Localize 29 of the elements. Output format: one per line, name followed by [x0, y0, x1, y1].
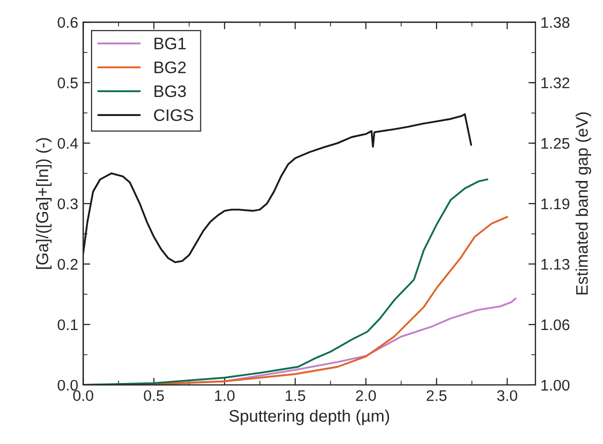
legend-label: BG2 [154, 62, 186, 74]
y-axis-title: [Ga]/([Ga]+[In]) (-) [36, 138, 52, 269]
y-tick-label: 0.1 [58, 319, 78, 330]
y2-axis-title: Estimated band gap (eV) [576, 112, 592, 294]
legend-label: BG3 [154, 85, 186, 98]
x-tick-label: 2.0 [356, 390, 376, 402]
line-series [83, 178, 488, 385]
y-tick-label: 0.5 [58, 78, 78, 88]
y-tick-label: 0.0 [58, 380, 78, 391]
y-tick-label: 0.2 [58, 258, 78, 270]
y2-tick-label: 1.32 [541, 77, 570, 88]
y2-tick-label: 1.06 [541, 319, 570, 330]
y2-tick-label: 1.19 [541, 198, 570, 210]
legend-label: CIGS [154, 109, 194, 122]
y-tick-label: 0.3 [58, 198, 78, 210]
x-tick-label: 0.0 [73, 390, 94, 402]
x-tick-label: 3.0 [497, 390, 518, 402]
y2-tick-label: 1.13 [541, 258, 570, 270]
x-tick-label: 2.5 [426, 390, 447, 402]
x-tick-label: 1.5 [286, 390, 306, 402]
y-tick-label: 0.6 [58, 17, 78, 28]
x-axis-title: Sputtering depth (µm) [229, 410, 390, 426]
y2-tick-label: 1.00 [541, 380, 570, 391]
y-tick-label: 0.4 [58, 138, 78, 149]
y2-tick-label: 1.38 [541, 17, 570, 28]
legend-label: BG1 [154, 38, 186, 50]
x-tick-label: 1.0 [215, 390, 235, 402]
x-tick-label: 0.5 [144, 390, 164, 402]
y2-tick-label: 1.25 [541, 138, 570, 149]
